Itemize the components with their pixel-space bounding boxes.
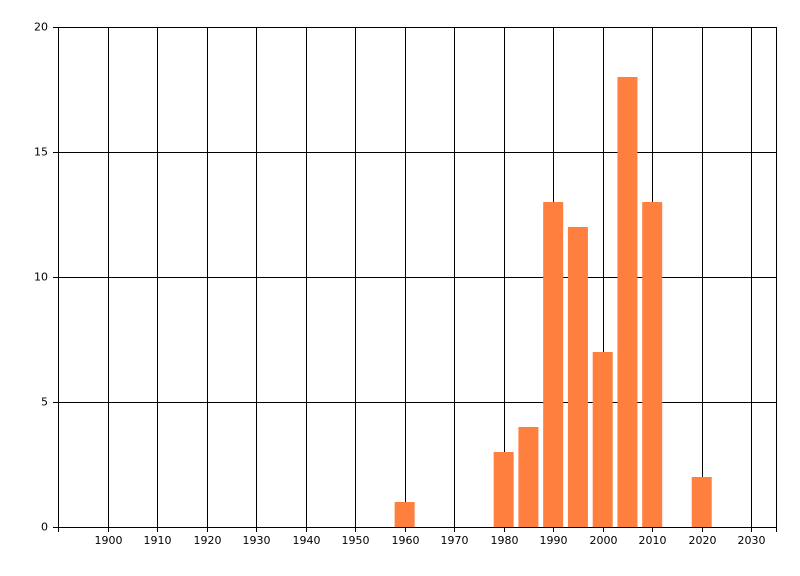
x-tick-label: 1900 — [95, 534, 123, 547]
x-tick-label: 1990 — [540, 534, 568, 547]
y-tick-label: 0 — [41, 521, 48, 534]
x-tick-label: 1980 — [491, 534, 519, 547]
bar — [617, 77, 638, 527]
x-tick-label: 1960 — [392, 534, 420, 547]
y-tick-label: 15 — [34, 146, 48, 159]
bar — [642, 202, 663, 527]
bar — [567, 227, 588, 527]
x-tick-label: 2010 — [639, 534, 667, 547]
bar — [394, 502, 415, 527]
bar — [518, 427, 539, 527]
bar — [691, 477, 712, 527]
bar — [543, 202, 564, 527]
y-tick-label: 5 — [41, 396, 48, 409]
x-tick-label: 2030 — [738, 534, 766, 547]
x-tick-label: 2000 — [590, 534, 618, 547]
x-tick-label: 1940 — [293, 534, 321, 547]
x-tick-label: 1950 — [342, 534, 370, 547]
y-tick-label: 20 — [34, 21, 48, 34]
x-tick-label: 1930 — [243, 534, 271, 547]
bar — [592, 352, 613, 527]
x-tick-label: 1970 — [441, 534, 469, 547]
bar — [493, 452, 514, 527]
x-tick-label: 1910 — [144, 534, 172, 547]
x-tick-label: 2020 — [689, 534, 717, 547]
y-tick-label: 10 — [34, 271, 48, 284]
x-tick-label: 1920 — [194, 534, 222, 547]
